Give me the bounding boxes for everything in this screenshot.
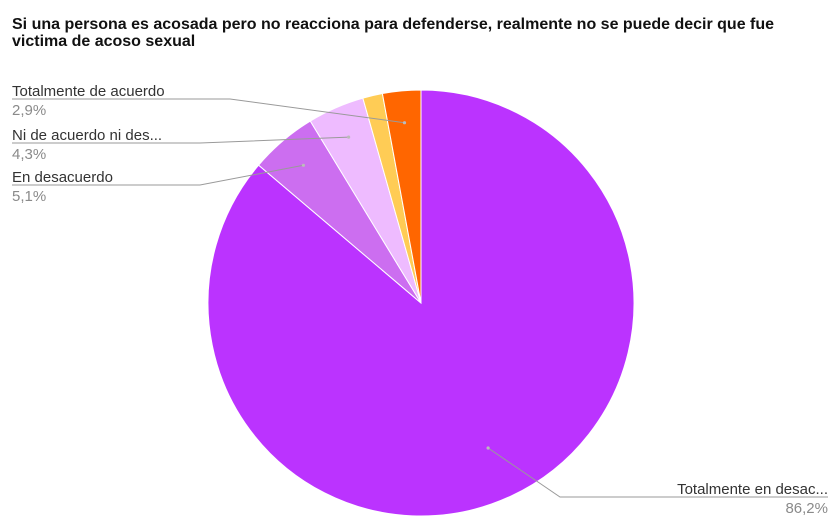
chart-title: Si una persona es acosada pero no reacci… xyxy=(12,16,775,50)
slice-label-4: Totalmente de acuerdo xyxy=(12,83,165,100)
slice-value-4: 2,9% xyxy=(12,102,46,119)
pie-slice-4[interactable] xyxy=(381,89,422,304)
leader-line-1 xyxy=(12,164,304,186)
leader-dot-2 xyxy=(347,135,351,139)
leader-line-0 xyxy=(487,447,828,498)
slice-value-1: 5,1% xyxy=(12,188,46,205)
leader-line-4 xyxy=(12,98,405,124)
slice-label-0: Totalmente en desac... xyxy=(677,481,828,498)
leader-dot-1 xyxy=(301,163,305,167)
slice-value-0: 86,2% xyxy=(785,500,828,517)
slice-label-1: En desacuerdo xyxy=(12,169,113,186)
leader-dot-0 xyxy=(486,446,490,450)
leader-dot-4 xyxy=(402,121,407,125)
slice-label-2: Ni de acuerdo ni des... xyxy=(12,127,162,144)
leader-line-2 xyxy=(12,136,349,144)
slice-value-2: 4,3% xyxy=(12,146,46,163)
